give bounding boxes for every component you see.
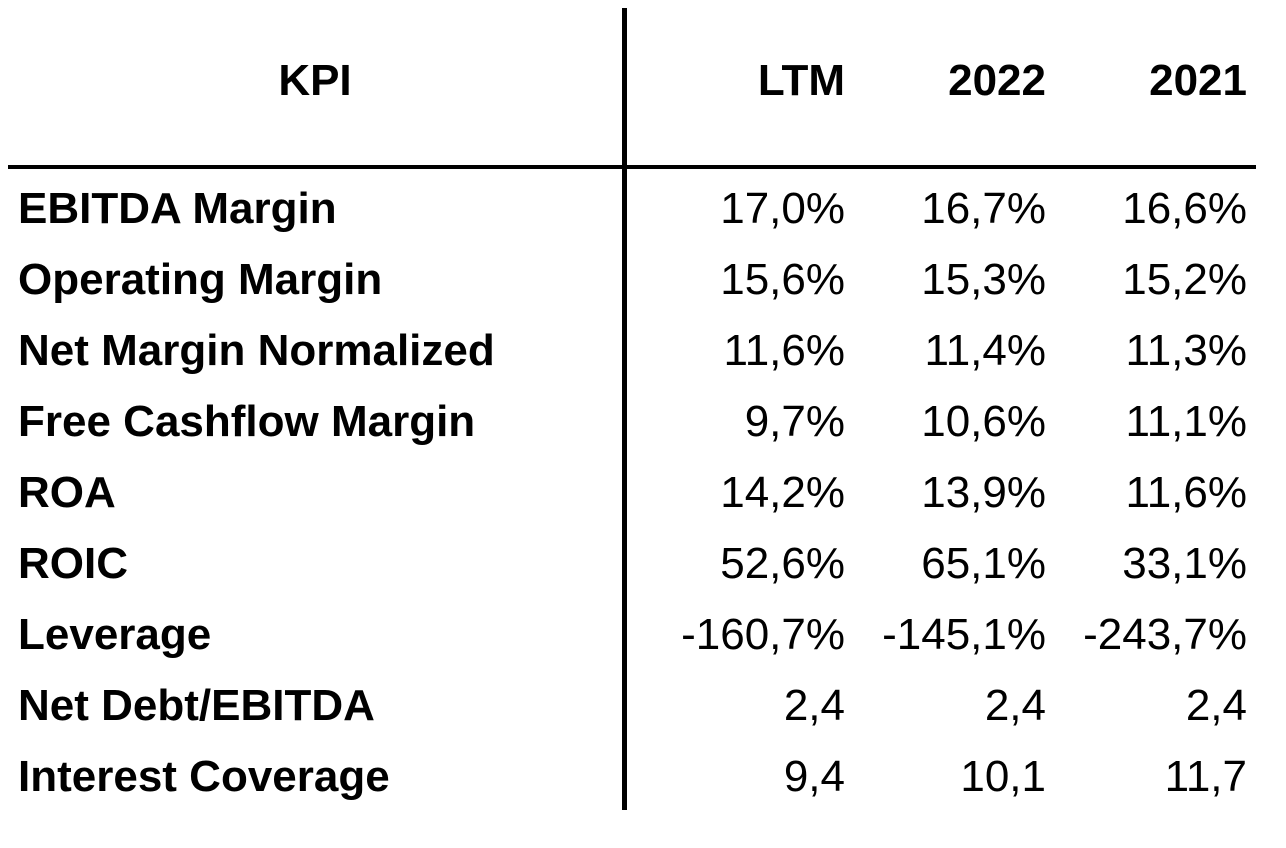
cell-2021: 16,6% [1122,184,1247,233]
cell-2021: 11,6% [1125,468,1248,517]
row-label: Net Debt/EBITDA [18,681,375,730]
cell-ltm: 14,2% [720,468,845,517]
row-label: ROA [18,468,116,517]
row-label: Leverage [18,610,212,659]
cell-2022: 16,7% [921,184,1046,233]
cell-2021: 11,7 [1164,752,1247,801]
cell-ltm: 17,0% [720,184,845,233]
row-label: Interest Coverage [18,752,390,801]
cell-ltm: 15,6% [720,255,845,304]
table-row: Interest Coverage 9,4 10,1 11,7 [0,746,1286,817]
header-kpi: KPI [278,56,352,105]
column-divider [622,8,627,810]
cell-2021: 2,4 [1185,681,1247,730]
table-row: Net Debt/EBITDA 2,4 2,4 2,4 [0,675,1286,746]
cell-ltm: 52,6% [720,539,845,588]
table-row: Net Margin Normalized 11,6% 11,4% 11,3% [0,320,1286,391]
cell-2022: 2,4 [984,681,1046,730]
header-divider [8,165,1256,169]
cell-2021: 11,1% [1125,397,1248,446]
row-label: ROIC [18,539,128,588]
cell-ltm: 9,7% [744,397,845,446]
cell-2022: 13,9% [921,468,1046,517]
cell-2021: 33,1% [1122,539,1247,588]
row-label: Operating Margin [18,255,383,304]
row-label: Net Margin Normalized [18,326,495,375]
row-label: Free Cashflow Margin [18,397,476,446]
cell-2021: -243,7% [1083,610,1247,659]
table-row: Operating Margin 15,6% 15,3% 15,2% [0,249,1286,320]
header-2022: 2022 [948,56,1046,105]
cell-ltm: 9,4 [783,752,845,801]
table-row: ROIC 52,6% 65,1% 33,1% [0,533,1286,604]
cell-ltm: -160,7% [681,610,845,659]
cell-2022: 10,6% [921,397,1046,446]
cell-2022: 65,1% [921,539,1046,588]
cell-2022: 15,3% [921,255,1046,304]
header-ltm: LTM [757,56,845,105]
header-2021: 2021 [1149,56,1247,105]
table-row: EBITDA Margin 17,0% 16,7% 16,6% [0,178,1286,249]
row-label: EBITDA Margin [18,184,337,233]
table-row: Free Cashflow Margin 9,7% 10,6% 11,1% [0,391,1286,462]
cell-2022: 10,1 [960,752,1046,801]
cell-2022: 11,4% [924,326,1047,375]
cell-ltm: 2,4 [783,681,845,730]
cell-ltm: 11,6% [723,326,846,375]
header-row: KPI LTM 2022 2021 [0,50,1286,112]
cell-2022: -145,1% [882,610,1046,659]
table-row: ROA 14,2% 13,9% 11,6% [0,462,1286,533]
cell-2021: 15,2% [1122,255,1247,304]
cell-2021: 11,3% [1125,326,1248,375]
table-body: EBITDA Margin 17,0% 16,7% 16,6% Operatin… [0,178,1286,817]
table-row: Leverage -160,7% -145,1% -243,7% [0,604,1286,675]
